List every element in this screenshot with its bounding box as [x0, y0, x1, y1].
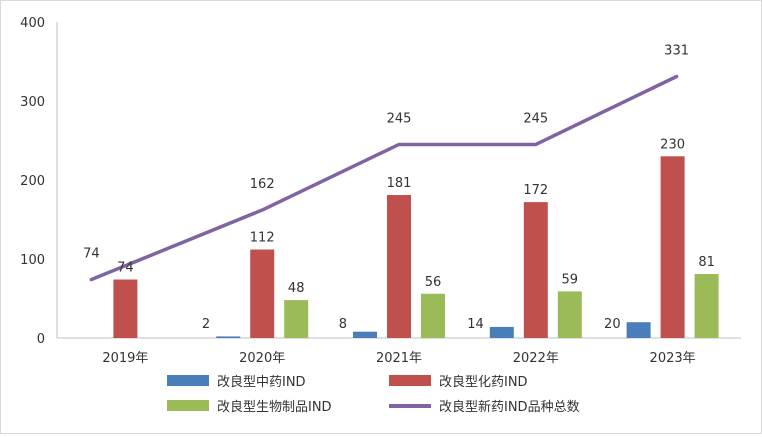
data-label-line: 245 [523, 111, 548, 126]
x-tick-label: 2022年 [513, 351, 559, 366]
data-label-bar: 20 [604, 317, 621, 332]
x-tick-label: 2019年 [102, 351, 148, 366]
data-label-bar: 48 [288, 281, 305, 296]
data-labels-layer: 2 8 14 20 74 112 181 172 230 48 56 59 81 74 162 245 245 3… [83, 44, 715, 332]
data-label-line: 162 [250, 177, 275, 192]
y-axis: 0 100 200 300 400 [20, 16, 58, 347]
data-label-bar: 172 [523, 183, 548, 198]
legend-label-3: 改良型新药IND品种总数 [439, 399, 580, 415]
bar-改良型生物制品IND-2021年 [421, 293, 445, 338]
data-label-bar: 112 [250, 231, 275, 246]
bar-改良型化药IND-2022年 [523, 202, 548, 338]
data-label-line: 245 [387, 111, 412, 126]
data-label-bar: 230 [660, 137, 685, 152]
bar-改良型生物制品IND-2023年 [694, 274, 719, 338]
legend-label-0: 改良型中药IND [217, 374, 306, 390]
legend-label-1: 改良型化药IND [439, 374, 528, 390]
bar-改良型化药IND-2019年 [113, 279, 138, 338]
data-label-bar: 59 [562, 272, 579, 287]
bar-改良型生物制品IND-2022年 [557, 291, 582, 338]
bar-改良型生物制品IND-2020年 [284, 300, 309, 338]
data-label-bar: 74 [117, 261, 134, 276]
x-axis: 2019年 2020年 2021年 2022年 2023年 [57, 337, 741, 366]
legend: 改良型中药IND 改良型化药IND 改良型生物制品IND 改良型新药IND品种总数 [167, 374, 580, 415]
legend-label-2: 改良型生物制品IND [217, 399, 332, 415]
x-tick-label: 2021年 [376, 351, 422, 366]
y-tick-label: 200 [20, 174, 45, 189]
legend-swatch-0 [167, 375, 209, 386]
data-label-bar: 2 [202, 317, 210, 332]
data-label-bar: 8 [339, 317, 347, 332]
y-tick-label: 300 [20, 95, 45, 110]
legend-swatch-2 [167, 400, 209, 411]
line-series-total [89, 74, 679, 282]
line-layer [89, 74, 679, 282]
legend-swatch-1 [389, 375, 431, 386]
x-tick-label: 2020年 [239, 351, 285, 366]
y-tick-label: 400 [20, 16, 45, 31]
y-tick-label: 100 [20, 253, 45, 268]
data-label-line: 331 [664, 44, 689, 59]
bar-改良型化药IND-2020年 [250, 249, 275, 338]
bar-改良型化药IND-2023年 [660, 156, 685, 338]
bar-改良型中药IND-2023年 [626, 322, 651, 338]
data-label-bar: 81 [698, 255, 715, 270]
bars-layer [113, 156, 719, 338]
bar-改良型化药IND-2021年 [387, 195, 411, 338]
data-label-bar: 181 [387, 176, 412, 191]
x-tick-label: 2023年 [650, 351, 696, 366]
bar-改良型中药IND-2020年 [216, 336, 241, 338]
data-label-line: 74 [83, 247, 100, 262]
bar-改良型中药IND-2022年 [489, 326, 514, 338]
bar-改良型中药IND-2021年 [353, 331, 377, 338]
y-tick-label: 0 [37, 332, 45, 347]
data-label-bar: 14 [467, 317, 484, 332]
data-label-bar: 56 [425, 275, 442, 290]
